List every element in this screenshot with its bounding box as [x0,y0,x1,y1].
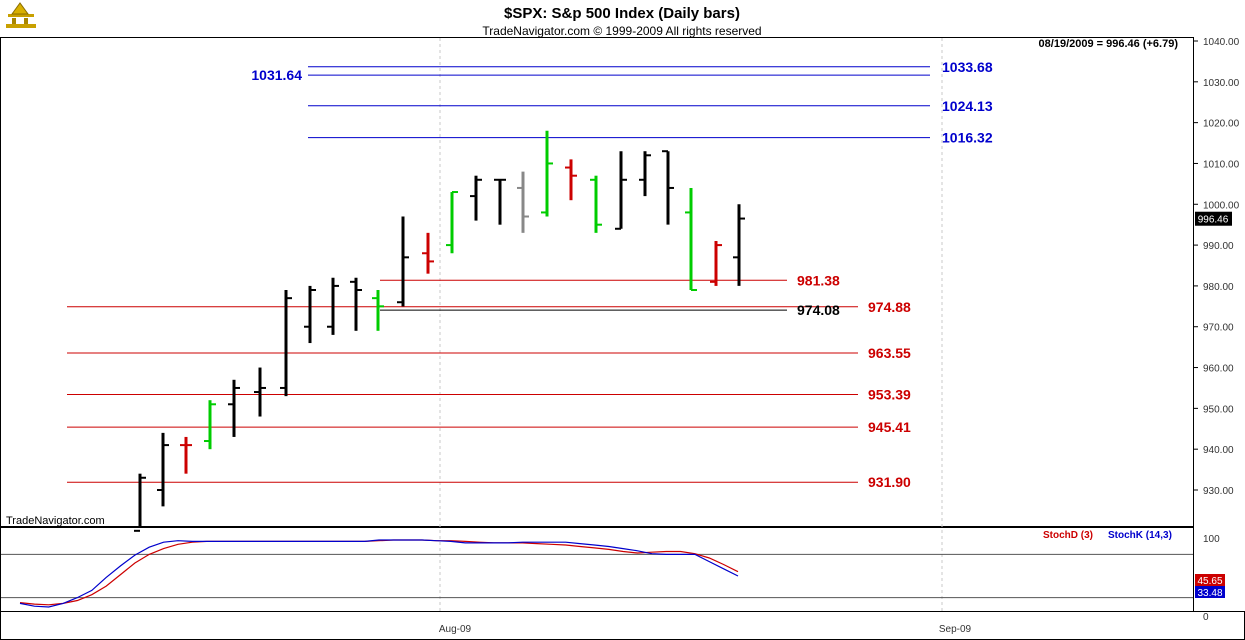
y-tick-label: 970.00 [1203,323,1234,334]
ohlc-bar [639,151,651,197]
y-tick-label: 1030.00 [1203,78,1240,89]
ohlc-bar [372,289,384,331]
y-tick-label: 1020.00 [1203,119,1240,130]
oscillator-panel-frame [0,527,1194,612]
y-tick-label: 950.00 [1203,404,1234,415]
ohlc-bar [615,151,627,230]
ohlc-bar [446,191,458,254]
chart-subtitle: TradeNavigator.com © 1999-2009 All right… [482,24,761,38]
y-tick-label: 960.00 [1203,364,1234,375]
osc-tick-0: 0 [1203,612,1209,623]
ohlc-bar [517,171,529,233]
ohlc-bar [662,150,674,225]
price-axis: 1040.00 1030.00 1020.00 1010.00 1000.00 990.0… [1194,37,1240,497]
date-axis-frame [0,611,1245,640]
ohlc-bar [590,175,602,233]
stochk-last-box [1195,586,1225,598]
level-label-945.41: 945.41 [868,419,911,435]
ohlc-bar [397,216,409,307]
y-tick-label: 980.00 [1203,282,1234,293]
ohlc-bar [228,379,240,437]
ohlc-bar [327,277,339,335]
y-tick-label: 1040.00 [1203,37,1240,48]
ohlc-bar [134,473,146,532]
level-label-931.90: 931.90 [868,474,911,490]
y-tick-label: 990.00 [1203,241,1234,252]
y-tick-label: 1010.00 [1203,159,1240,170]
ohlc-bar [685,187,697,291]
ohlc-bar [350,277,362,331]
y-tick-label: 940.00 [1203,445,1234,456]
level-label-1031.64: 1031.64 [251,67,302,83]
last-price-label: 996.46 [1198,215,1229,226]
ohlc-bar [710,241,722,286]
ohlc-bar [733,204,745,286]
legend-stochd: StochD (3) [1043,530,1093,541]
stochk-line [19,539,739,608]
stochd-last-box [1195,574,1225,586]
chart-title: $SPX: S&p 500 Index (Daily bars) [504,5,740,22]
osc-tick-100: 100 [1203,534,1220,545]
ohlc-bar [180,436,192,474]
level-label-1024.13: 1024.13 [942,98,993,114]
fibonacci-levels: 1033.68 1031.64 1024.13 1016.32 981.38 974.88… [67,59,993,490]
ohlc-bar [541,130,553,217]
ohlc-bar [157,432,169,507]
level-label-974.08: 974.08 [797,302,840,318]
level-label-953.39: 953.39 [868,387,911,403]
ohlc-bar [204,400,216,450]
x-tick-sep: Sep-09 [939,624,972,635]
level-label-981.38: 981.38 [797,272,840,288]
last-price-marker: 996.46 [1195,211,1232,226]
legend-stochk: StochK (14,3) [1108,530,1172,541]
level-label-1033.68: 1033.68 [942,59,993,75]
watermark: TradeNavigator.com [6,515,105,527]
level-label-963.55: 963.55 [868,345,911,361]
y-tick-label: 930.00 [1203,486,1234,497]
ohlc-bar [280,289,292,397]
ohlc-bar [565,159,577,201]
ohlc-bar [422,232,434,274]
x-tick-aug: Aug-09 [439,624,472,635]
ohlc-bar [470,175,482,221]
stochd-line [19,539,739,606]
y-tick-label: 1000.00 [1203,200,1240,211]
logo [6,2,36,28]
stochd-last-value: 45.65 [1197,576,1222,587]
ohlc-bar [254,367,266,417]
price-bars [134,130,745,532]
last-quote-readout: 08/19/2009 = 996.46 (+6.79) [1039,38,1179,50]
level-label-1016.32: 1016.32 [942,130,993,146]
ohlc-bar [304,285,316,344]
price-panel-frame [0,37,1194,527]
ohlc-bar [494,178,506,225]
level-label-974.88: 974.88 [868,299,911,315]
stochk-last-value: 33.48 [1197,588,1222,599]
